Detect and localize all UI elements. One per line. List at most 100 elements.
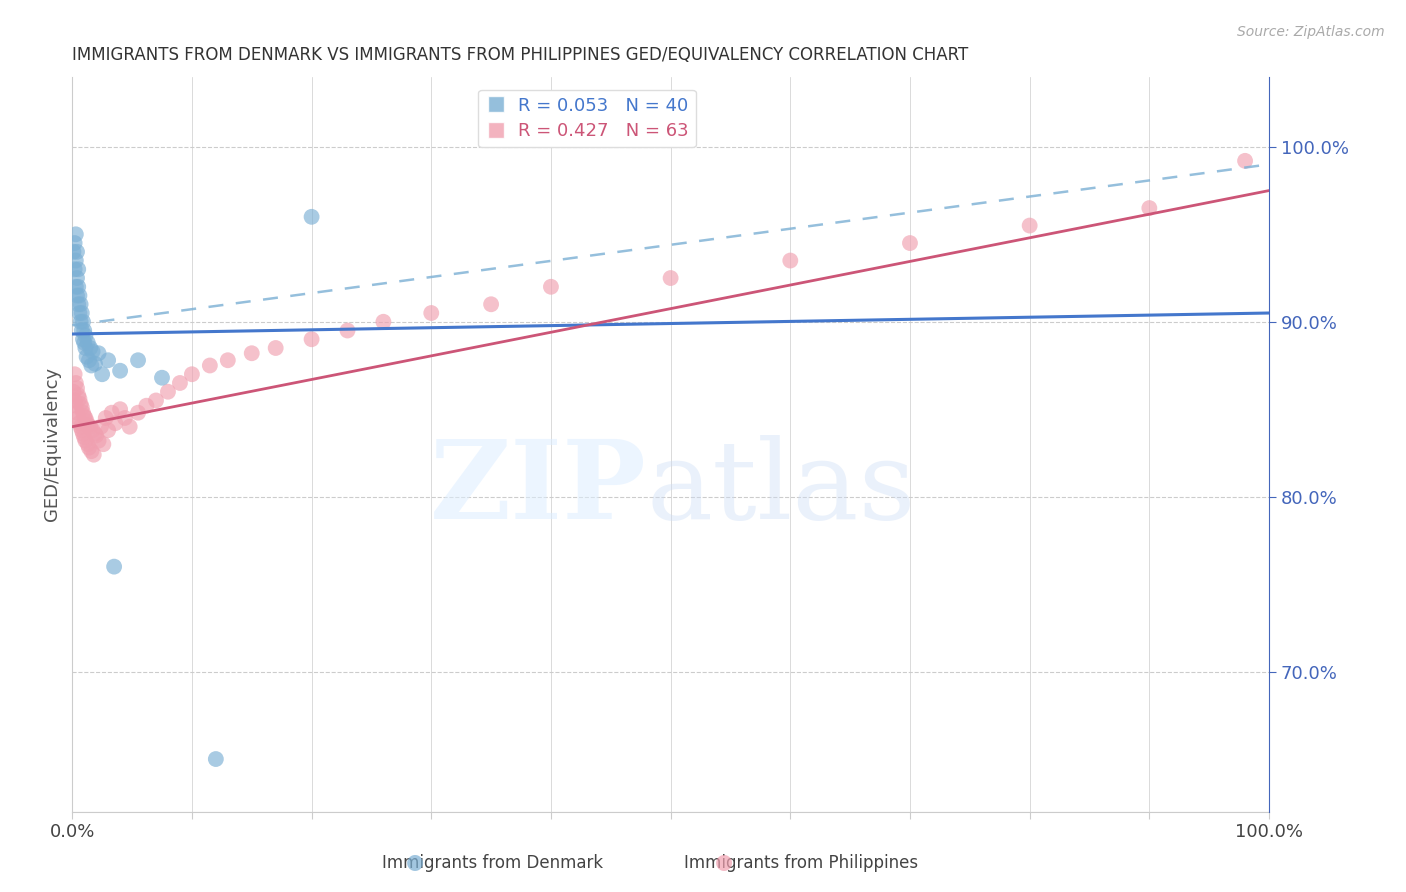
Point	[65, 399, 87, 413]
Point	[66, 406, 89, 420]
Point	[70, 306, 93, 320]
Point	[63, 368, 86, 382]
Point	[67, 288, 90, 302]
Point	[72, 315, 94, 329]
Text: Source: ZipAtlas.com: Source: ZipAtlas.com	[1237, 25, 1385, 39]
Point	[69, 397, 91, 411]
Legend: R = 0.053   N = 40, R = 0.427   N = 63: R = 0.053 N = 40, R = 0.427 N = 63	[478, 89, 696, 147]
Point	[898, 235, 921, 250]
Point	[135, 399, 157, 413]
Point	[63, 235, 86, 250]
Point	[80, 359, 103, 373]
Point	[479, 297, 502, 311]
Point	[67, 392, 90, 406]
Point	[87, 346, 110, 360]
Point	[76, 437, 98, 451]
Point	[76, 414, 98, 428]
Point	[75, 434, 97, 448]
Point	[66, 271, 89, 285]
Y-axis label: GED/Equivalency: GED/Equivalency	[44, 368, 60, 521]
Point	[72, 426, 94, 441]
Point	[67, 416, 90, 430]
Text: ●: ●	[716, 853, 733, 872]
Point	[79, 341, 101, 355]
Point	[779, 253, 801, 268]
Point	[205, 752, 228, 766]
Point	[67, 306, 90, 320]
Point	[127, 353, 149, 368]
Point	[73, 324, 96, 338]
Text: ●: ●	[406, 853, 423, 872]
Text: atlas: atlas	[647, 434, 917, 541]
Point	[63, 262, 86, 277]
Point	[150, 370, 173, 384]
Point	[264, 341, 287, 355]
Point	[73, 335, 96, 350]
Text: ZIP: ZIP	[430, 434, 647, 541]
Point	[373, 315, 395, 329]
Point	[114, 411, 136, 425]
Point	[198, 359, 221, 373]
Point	[217, 353, 239, 368]
Point	[69, 315, 91, 329]
Point	[240, 346, 263, 360]
Point	[75, 341, 97, 355]
Point	[420, 306, 443, 320]
Point	[65, 376, 87, 390]
Point	[67, 411, 90, 425]
Point	[93, 437, 115, 451]
Point	[336, 324, 359, 338]
Point	[108, 402, 131, 417]
Point	[80, 444, 103, 458]
Point	[180, 368, 202, 382]
Point	[72, 406, 94, 420]
Point	[63, 393, 86, 408]
Point	[91, 368, 114, 382]
Point	[156, 384, 179, 399]
Text: IMMIGRANTS FROM DENMARK VS IMMIGRANTS FROM PHILIPPINES GED/EQUIVALENCY CORRELATI: IMMIGRANTS FROM DENMARK VS IMMIGRANTS FR…	[72, 46, 969, 64]
Point	[540, 280, 562, 294]
Point	[67, 262, 90, 277]
Point	[69, 297, 91, 311]
Point	[65, 280, 87, 294]
Point	[94, 411, 117, 425]
Point	[75, 328, 97, 343]
Point	[659, 271, 682, 285]
Point	[73, 409, 96, 424]
Point	[90, 419, 112, 434]
Point	[70, 401, 93, 415]
Point	[103, 559, 125, 574]
Point	[67, 297, 90, 311]
Point	[66, 288, 89, 302]
Point	[97, 353, 120, 368]
Point	[104, 416, 127, 430]
Point	[72, 332, 94, 346]
Point	[76, 350, 98, 364]
Point	[70, 423, 93, 437]
Point	[87, 434, 110, 448]
Text: Immigrants from Denmark: Immigrants from Denmark	[381, 855, 603, 872]
Point	[1137, 201, 1160, 215]
Point	[65, 253, 87, 268]
Point	[84, 428, 107, 442]
Point	[118, 419, 141, 434]
Point	[69, 419, 91, 434]
Point	[66, 244, 89, 259]
Point	[83, 448, 105, 462]
Point	[62, 384, 84, 399]
Point	[301, 332, 323, 346]
Point	[77, 353, 100, 368]
Point	[66, 381, 89, 395]
Point	[127, 406, 149, 420]
Point	[100, 406, 122, 420]
Point	[301, 210, 323, 224]
Point	[73, 430, 96, 444]
Point	[82, 344, 104, 359]
Point	[1018, 219, 1040, 233]
Point	[1234, 153, 1257, 168]
Text: Immigrants from Philippines: Immigrants from Philippines	[685, 855, 918, 872]
Point	[97, 423, 120, 437]
Point	[145, 393, 167, 408]
Point	[77, 441, 100, 455]
Point	[67, 280, 90, 294]
